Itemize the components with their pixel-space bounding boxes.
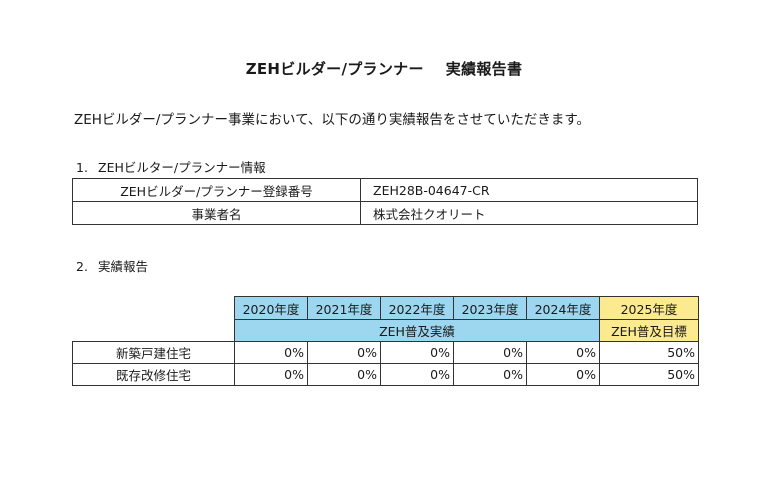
value-cell: 0%	[453, 341, 527, 364]
section1-number: 1.	[76, 160, 88, 175]
year-header-2024: 2024年度	[526, 296, 600, 320]
document-title: ZEHビルダー/プランナー 実績報告書	[0, 58, 768, 79]
value-cell: 0%	[307, 341, 381, 364]
table-row: 事業者名 株式会社クオリート	[72, 201, 698, 225]
value-cell: 0%	[380, 341, 454, 364]
document-title-sub: 実績報告書	[445, 60, 523, 78]
value-cell: 0%	[526, 341, 600, 364]
value-cell: 0%	[234, 363, 308, 386]
value-cell: 0%	[380, 363, 454, 386]
value-cell: 0%	[307, 363, 381, 386]
performance-report-table: 2020年度 2021年度 2022年度 2023年度 2024年度 2025年…	[72, 296, 699, 386]
registration-number-label: ZEHビルダー/プランナー登録番号	[72, 178, 361, 202]
value-cell: 0%	[526, 363, 600, 386]
builder-info-table: ZEHビルダー/プランナー登録番号 ZEH28B-04647-CR 事業者名 株…	[72, 178, 698, 225]
row-label-new-house: 新築戸建住宅	[72, 341, 235, 364]
actual-label-header: ZEH普及実績	[234, 319, 600, 342]
target-label-header: ZEH普及目標	[599, 319, 699, 342]
target-value-cell: 50%	[599, 363, 699, 386]
document-title-main: ZEHビルダー/プランナー	[245, 60, 424, 78]
table-row: 新築戸建住宅 0% 0% 0% 0% 0% 50%	[72, 341, 699, 364]
section2-heading-text: 実績報告	[98, 259, 149, 274]
target-value-cell: 50%	[599, 341, 699, 364]
table-row: 既存改修住宅 0% 0% 0% 0% 0% 50%	[72, 363, 699, 386]
table-row: ZEH普及実績 ZEH普及目標	[73, 319, 699, 342]
registration-number-value: ZEH28B-04647-CR	[360, 178, 698, 202]
table-row: ZEHビルダー/プランナー登録番号 ZEH28B-04647-CR	[72, 178, 698, 202]
intro-text: ZEHビルダー/プランナー事業において、以下の通り実績報告をさせていただきます。	[74, 112, 591, 128]
value-cell: 0%	[234, 341, 308, 364]
section2-heading: 2. 実績報告	[76, 256, 148, 275]
year-header-2021: 2021年度	[307, 296, 381, 320]
section2-number: 2.	[76, 259, 88, 274]
section1-heading-text: ZEHビルター/プランナー情報	[98, 160, 266, 175]
row-label-renovation: 既存改修住宅	[72, 363, 235, 386]
year-header-2025: 2025年度	[599, 296, 699, 320]
empty-corner-cell	[73, 297, 235, 320]
year-header-2023: 2023年度	[453, 296, 527, 320]
value-cell: 0%	[453, 363, 527, 386]
table-row: 2020年度 2021年度 2022年度 2023年度 2024年度 2025年…	[73, 296, 699, 320]
empty-corner-cell	[73, 320, 235, 342]
year-header-2020: 2020年度	[234, 296, 308, 320]
company-name-value: 株式会社クオリート	[360, 201, 698, 225]
company-name-label: 事業者名	[72, 201, 361, 225]
year-header-2022: 2022年度	[380, 296, 454, 320]
section1-heading: 1. ZEHビルター/プランナー情報	[76, 157, 266, 176]
